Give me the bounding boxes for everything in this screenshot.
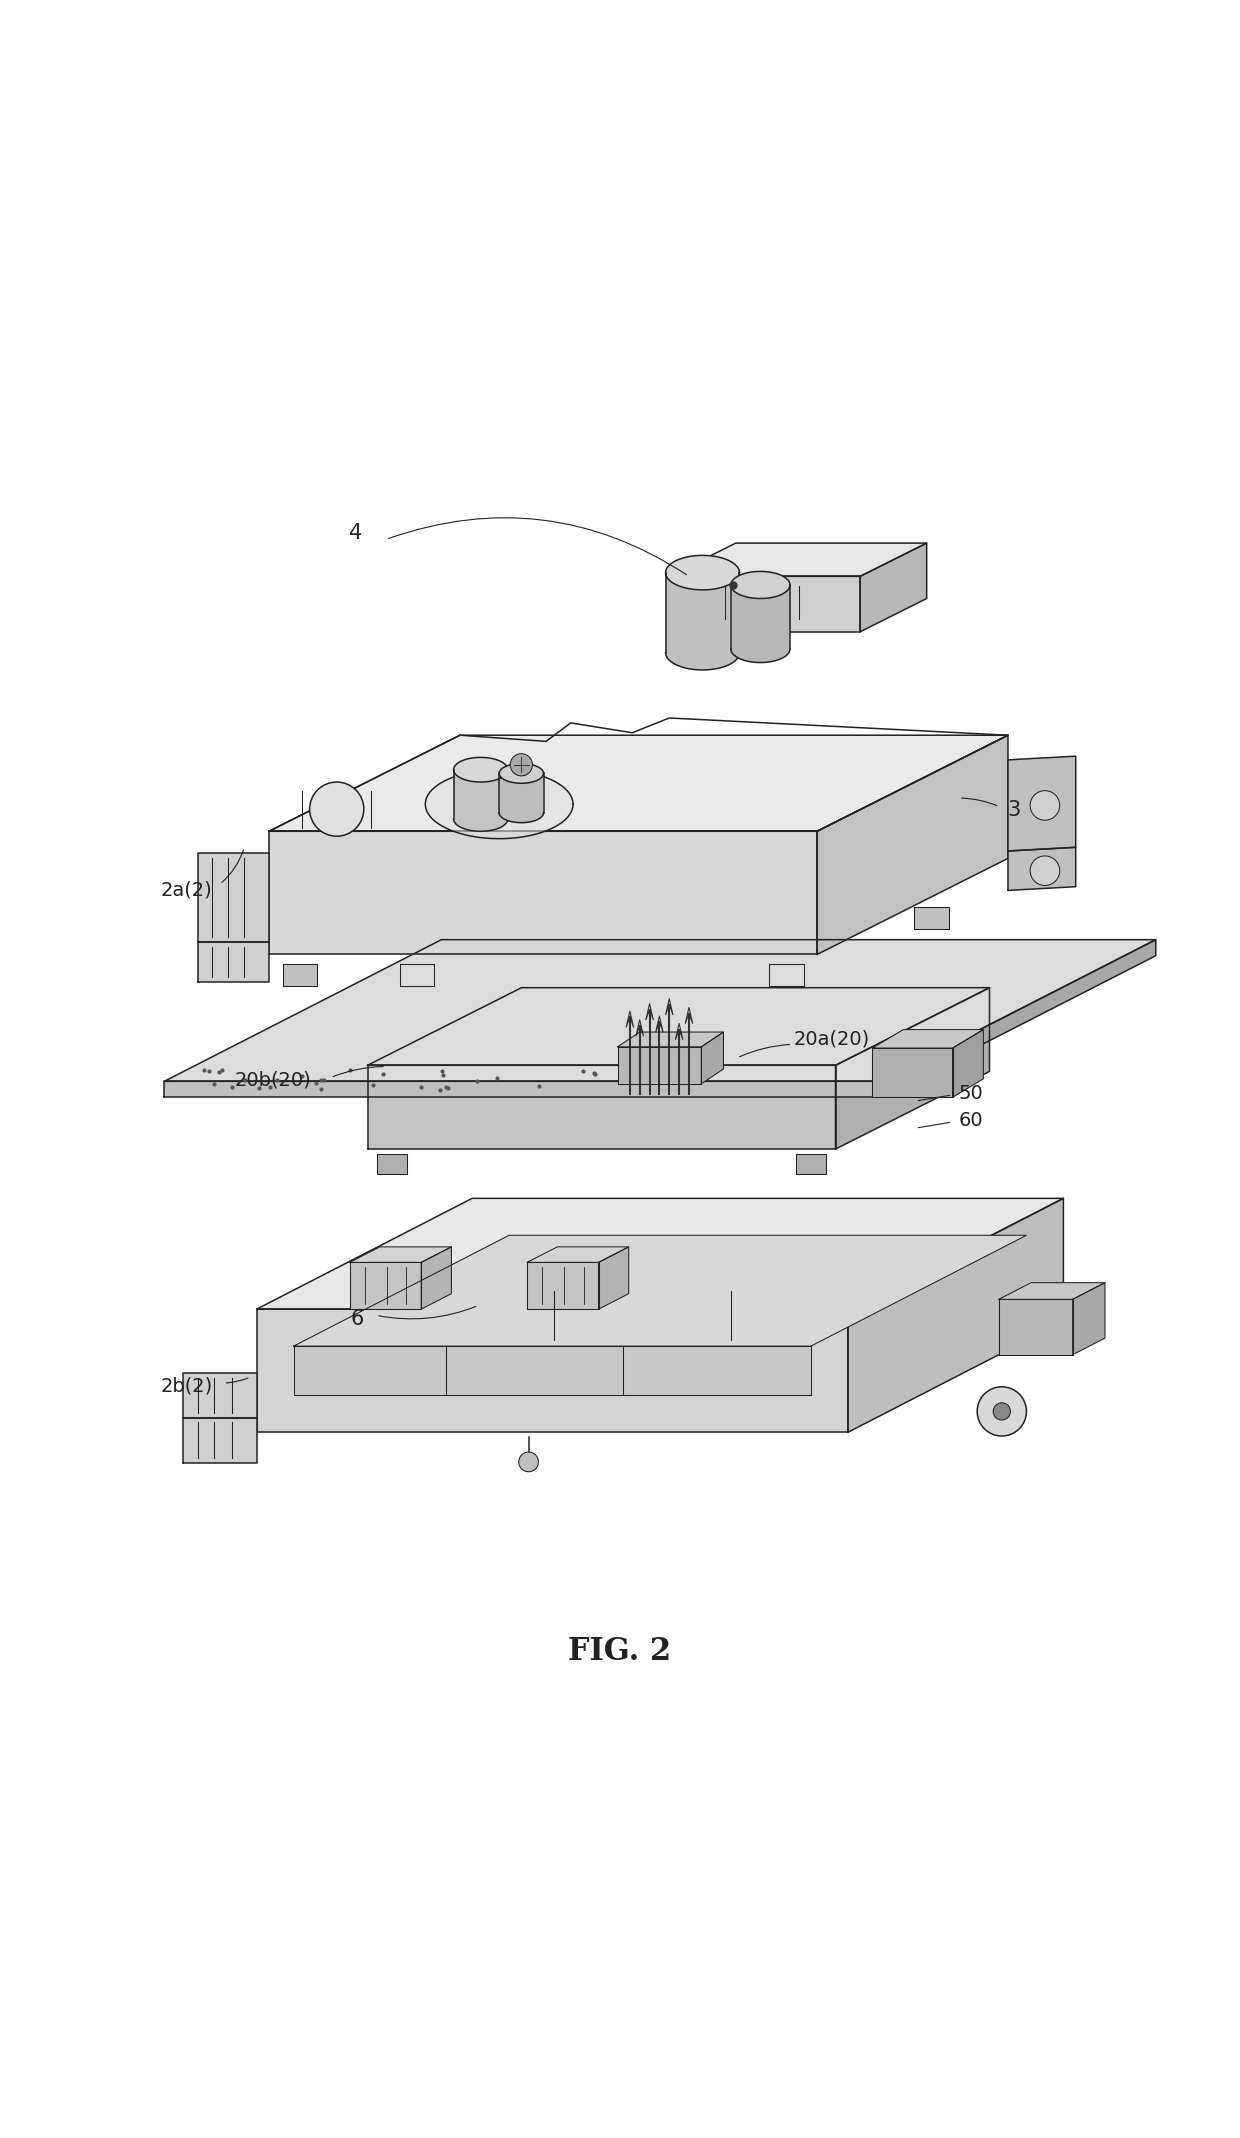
Text: 2a(2): 2a(2)	[160, 881, 212, 900]
Polygon shape	[367, 988, 990, 1065]
Polygon shape	[164, 1082, 879, 1097]
Polygon shape	[269, 735, 1008, 832]
Text: 60: 60	[959, 1112, 983, 1131]
Polygon shape	[848, 1197, 1064, 1432]
Text: 6: 6	[351, 1308, 365, 1330]
Polygon shape	[500, 763, 543, 783]
Circle shape	[1030, 855, 1060, 885]
Polygon shape	[618, 1033, 723, 1048]
Polygon shape	[350, 1261, 422, 1308]
Polygon shape	[702, 1033, 723, 1084]
Polygon shape	[425, 770, 573, 838]
Polygon shape	[269, 735, 1008, 832]
Polygon shape	[182, 1373, 257, 1417]
Text: 4: 4	[348, 524, 362, 543]
Polygon shape	[1008, 757, 1076, 851]
Polygon shape	[527, 1246, 629, 1261]
Polygon shape	[294, 1347, 811, 1396]
Polygon shape	[257, 1308, 848, 1432]
Polygon shape	[730, 586, 790, 663]
Circle shape	[993, 1403, 1011, 1420]
Polygon shape	[666, 556, 739, 590]
Polygon shape	[399, 964, 434, 986]
Polygon shape	[269, 832, 817, 954]
Polygon shape	[914, 907, 949, 928]
Polygon shape	[618, 1048, 702, 1084]
Polygon shape	[670, 577, 861, 631]
Polygon shape	[182, 1417, 257, 1462]
Polygon shape	[769, 964, 804, 986]
Polygon shape	[377, 1155, 407, 1174]
Polygon shape	[836, 988, 990, 1148]
Polygon shape	[422, 1246, 451, 1308]
Polygon shape	[998, 1283, 1105, 1300]
Polygon shape	[1008, 847, 1076, 889]
Polygon shape	[257, 1197, 1064, 1308]
Polygon shape	[454, 770, 508, 832]
Circle shape	[310, 783, 363, 836]
Polygon shape	[164, 941, 1156, 1082]
Circle shape	[1030, 791, 1060, 821]
Circle shape	[510, 755, 532, 776]
Polygon shape	[861, 543, 926, 631]
Polygon shape	[873, 1031, 983, 1048]
Polygon shape	[197, 943, 269, 981]
Circle shape	[518, 1452, 538, 1471]
Polygon shape	[817, 735, 1008, 954]
Circle shape	[977, 1388, 1027, 1437]
Polygon shape	[666, 573, 739, 669]
Polygon shape	[796, 1155, 826, 1174]
Polygon shape	[1073, 1283, 1105, 1355]
Text: 50: 50	[959, 1084, 983, 1103]
Text: 3: 3	[1008, 800, 1021, 821]
Text: 20a(20): 20a(20)	[794, 1031, 870, 1050]
Polygon shape	[294, 1236, 1027, 1347]
Polygon shape	[599, 1246, 629, 1308]
Polygon shape	[670, 543, 926, 577]
Polygon shape	[998, 1300, 1073, 1355]
Polygon shape	[197, 853, 269, 943]
Polygon shape	[454, 757, 508, 783]
Polygon shape	[873, 1048, 952, 1097]
Polygon shape	[283, 964, 317, 986]
Text: 20b(20): 20b(20)	[234, 1071, 311, 1090]
Text: FIG. 2: FIG. 2	[568, 1636, 672, 1668]
Polygon shape	[952, 1031, 983, 1097]
Polygon shape	[730, 571, 790, 599]
Polygon shape	[879, 941, 1156, 1097]
Polygon shape	[367, 1065, 836, 1148]
Polygon shape	[350, 1246, 451, 1261]
Polygon shape	[527, 1261, 599, 1308]
Text: 2b(2): 2b(2)	[160, 1377, 212, 1394]
Polygon shape	[500, 774, 543, 823]
